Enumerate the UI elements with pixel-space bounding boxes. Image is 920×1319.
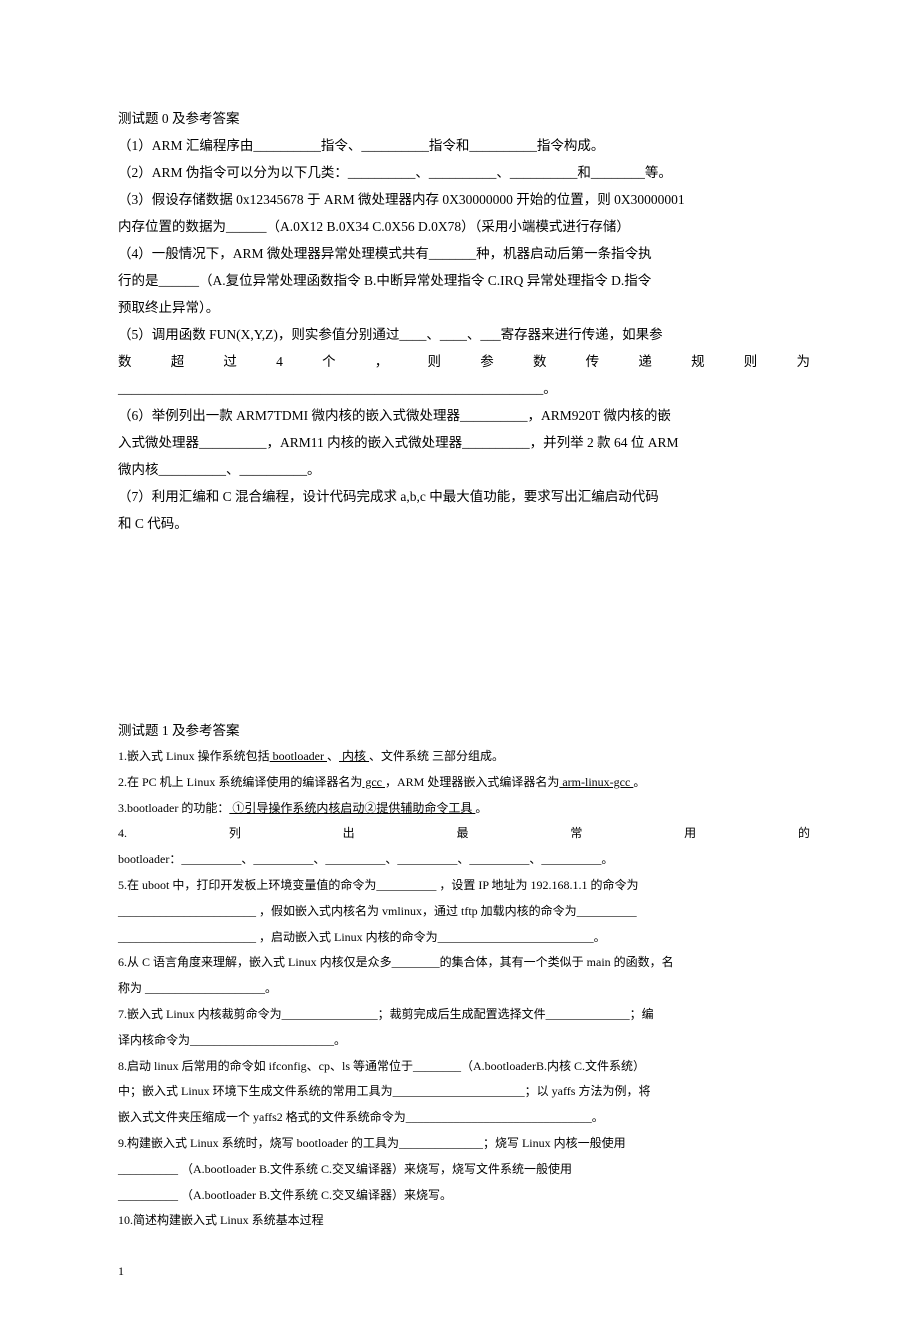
q5-line2: 数超过4个，则参数传递规则为	[118, 348, 810, 375]
q3-line1: （3）假设存储数据 0x12345678 于 ARM 微处理器内存 0X3000…	[118, 186, 810, 213]
q5-line3: ________________________________________…	[118, 375, 810, 402]
s1-q9-line1: 9.构建嵌入式 Linux 系统时，烧写 bootloader 的工具为____…	[118, 1131, 810, 1157]
q4-line1: （4）一般情况下，ARM 微处理器异常处理模式共有_______种，机器启动后第…	[118, 240, 810, 267]
s1-q1-d: 内核	[339, 749, 369, 763]
q3-line2: 内存位置的数据为______（A.0X12 B.0X34 C.0X56 D.0X…	[118, 213, 810, 240]
q2: （2）ARM 伪指令可以分为以下几类：__________、__________…	[118, 159, 810, 186]
s1-q1-a: 1.嵌入式 Linux 操作系统包括	[118, 749, 270, 763]
s1-q8-line2: 中；嵌入式 Linux 环境下生成文件系统的常用工具为_____________…	[118, 1079, 810, 1105]
s1-q6-line1: 6.从 C 语言角度来理解，嵌入式 Linux 内核仅是众多________的集…	[118, 950, 810, 976]
page-number: 1	[118, 1264, 810, 1279]
s1-q8-line1: 8.启动 linux 后常用的命令如 ifconfig、cp、ls 等通常位于_…	[118, 1054, 810, 1080]
s1-q2-b: gcc	[362, 775, 385, 789]
section-0: 测试题 0 及参考答案 （1）ARM 汇编程序由__________指令、___…	[118, 105, 810, 537]
s1-q2-d: arm-linux-gcc	[559, 775, 633, 789]
s1-q5-line3: _______________________ ，启动嵌入式 Linux 内核的…	[118, 925, 810, 951]
s1-q2-e: 。	[633, 775, 645, 789]
q5-line1: （5）调用函数 FUN(X,Y,Z)，则实参值分别通过____、____、___…	[118, 321, 810, 348]
section-spacer	[118, 537, 810, 717]
s1-q4-line2: bootloader：__________、__________、_______…	[118, 847, 810, 873]
s1-q9-line2: __________ （A.bootloader B.文件系统 C.交叉编译器）…	[118, 1157, 810, 1183]
s1-q5-line2: _______________________ ，假如嵌入式内核名为 vmlin…	[118, 899, 810, 925]
s1-q2-c: ，ARM 处理器嵌入式编译器名为	[385, 775, 559, 789]
q1: （1）ARM 汇编程序由__________指令、__________指令和__…	[118, 132, 810, 159]
section-0-title: 测试题 0 及参考答案	[118, 105, 810, 132]
s1-q2-a: 2.在 PC 机上 Linux 系统编译使用的编译器名为	[118, 775, 362, 789]
q6-line3: 微内核__________、__________。	[118, 456, 810, 483]
s1-q1-c: 、	[327, 749, 339, 763]
s1-q1-e: 、文件系统 三部分组成。	[369, 749, 504, 763]
q6-line2: 入式微处理器__________，ARM11 内核的嵌入式微处理器_______…	[118, 429, 810, 456]
s1-q3-a: 3.bootloader 的功能：	[118, 801, 229, 815]
q6-line1: （6）举例列出一款 ARM7TDMI 微内核的嵌入式微处理器__________…	[118, 402, 810, 429]
section-1-body: 1.嵌入式 Linux 操作系统包括 bootloader 、 内核 、文件系统…	[118, 744, 810, 1234]
section-1: 测试题 1 及参考答案 1.嵌入式 Linux 操作系统包括 bootloade…	[118, 717, 810, 1234]
document-page: 测试题 0 及参考答案 （1）ARM 汇编程序由__________指令、___…	[0, 0, 920, 1319]
s1-q10: 10.简述构建嵌入式 Linux 系统基本过程	[118, 1208, 810, 1234]
s1-q6-line2: 称为 ____________________。	[118, 976, 810, 1002]
q4-line3: 预取终止异常）。	[118, 294, 810, 321]
s1-q2: 2.在 PC 机上 Linux 系统编译使用的编译器名为 gcc ，ARM 处理…	[118, 770, 810, 796]
q7-line1: （7）利用汇编和 C 混合编程，设计代码完成求 a,b,c 中最大值功能，要求写…	[118, 483, 810, 510]
s1-q4-line1: 4.列出最常用的	[118, 821, 810, 847]
s1-q5-line1: 5.在 uboot 中，打印开发板上环境变量值的命令为__________ ，设…	[118, 873, 810, 899]
q7-line2: 和 C 代码。	[118, 510, 810, 537]
s1-q8-line3: 嵌入式文件夹压缩成一个 yaffs2 格式的文件系统命令为___________…	[118, 1105, 810, 1131]
s1-q1: 1.嵌入式 Linux 操作系统包括 bootloader 、 内核 、文件系统…	[118, 744, 810, 770]
s1-q3-b: ①引导操作系统内核启动②提供辅助命令工具	[229, 801, 475, 815]
q4-line2: 行的是______（A.复位异常处理函数指令 B.中断异常处理指令 C.IRQ …	[118, 267, 810, 294]
s1-q1-b: bootloader	[270, 749, 327, 763]
s1-q9-line3: __________ （A.bootloader B.文件系统 C.交叉编译器）…	[118, 1183, 810, 1209]
s1-q7-line1: 7.嵌入式 Linux 内核裁剪命令为________________；裁剪完成…	[118, 1002, 810, 1028]
section-1-title: 测试题 1 及参考答案	[118, 717, 810, 744]
s1-q3-c: 。	[475, 801, 487, 815]
s1-q7-line2: 译内核命令为________________________。	[118, 1028, 810, 1054]
s1-q3: 3.bootloader 的功能： ①引导操作系统内核启动②提供辅助命令工具 。	[118, 796, 810, 822]
